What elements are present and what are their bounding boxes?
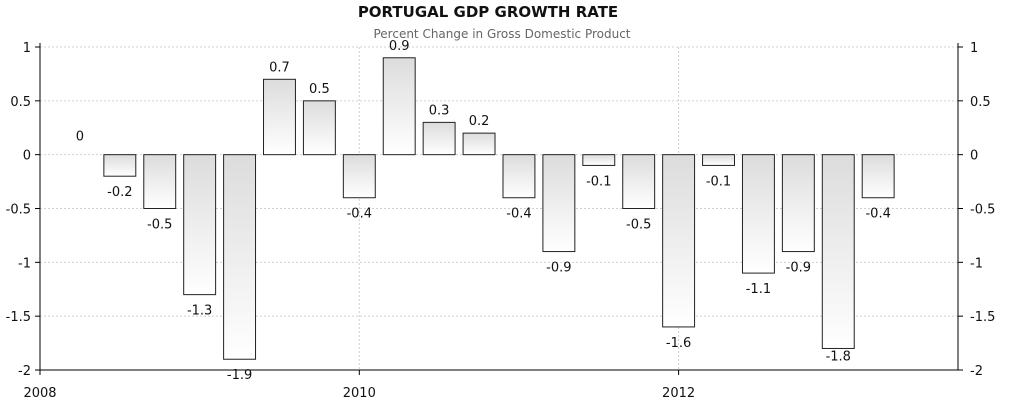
bar [582,154,616,166]
data-label: -1.6 [666,336,691,351]
bar [223,154,257,360]
y-tick-label-left: 0.5 [10,95,31,110]
chart-subtitle: Percent Change in Gross Domestic Product [373,27,630,41]
data-label: 0.2 [469,114,490,129]
bar [741,154,775,274]
y-tick-label-right: 0.5 [970,95,991,110]
grid [39,46,958,371]
y-tick-label-left: -1 [18,256,31,271]
y-tick-label-left: -2 [18,364,31,379]
data-label: 0.7 [269,60,290,75]
data-label: -0.9 [786,261,811,276]
data-label: 0.3 [429,103,450,118]
y-tick-label-left: 0 [23,149,31,164]
y-tick-label-left: -1.5 [6,310,31,325]
bar [821,154,855,349]
data-label: -0.1 [586,174,611,189]
bar [263,78,296,156]
bars [103,57,895,360]
data-label: -0.5 [147,218,172,233]
data-label: -0.4 [506,207,531,222]
bar [462,132,496,156]
y-tick-label-right: 1 [970,41,978,56]
bar [342,154,376,199]
x-tick-label: 2008 [23,386,56,401]
data-label: -1.3 [187,304,212,319]
data-label: -0.2 [107,185,132,200]
data-label: -1.9 [227,368,252,383]
bar [422,121,456,156]
bar [542,154,576,253]
chart-title: PORTUGAL GDP GROWTH RATE [358,3,618,21]
data-label: -0.9 [546,261,571,276]
data-labels: 0 -0.2 -0.5 -1.3 -1.9 0.7 0.5 -0.4 0.9 0.3 0.2 -0.4… [76,39,891,383]
y-tick-label-right: -2 [970,364,983,379]
bar [302,100,336,156]
bar [502,154,536,199]
y-tick-label-left: 1 [23,41,31,56]
x-tick-label: 2012 [662,386,695,401]
data-label: -1.1 [746,282,771,297]
data-label: -0.5 [626,218,651,233]
bar [702,154,735,166]
y-tick-label-right: -1 [970,256,983,271]
data-label: 0.5 [309,82,330,97]
bar [103,154,137,177]
data-label: 0.9 [389,39,410,54]
data-label: -0.4 [347,207,372,222]
bar [382,57,416,156]
data-label: -1.8 [826,349,851,364]
y-tick-label-right: -1.5 [970,310,995,325]
bar [861,154,895,199]
y-tick-label-left: -0.5 [6,203,31,218]
y-tick-label-right: -0.5 [970,203,995,218]
y-tick-label-right: 0 [970,149,978,164]
bar [662,154,696,328]
x-tick-label: 2010 [343,386,376,401]
data-label: -0.1 [706,174,731,189]
bar [143,154,177,210]
axes: 1 1 0.5 0.5 0 0 -0.5 -0.5 -1 -1 -1.5 -1.5 -2 -2 2008 20… [6,41,996,401]
data-label: 0 [76,130,84,145]
data-label: -0.4 [865,207,890,222]
bar [183,154,217,296]
bar [622,154,656,210]
bar [781,154,815,253]
